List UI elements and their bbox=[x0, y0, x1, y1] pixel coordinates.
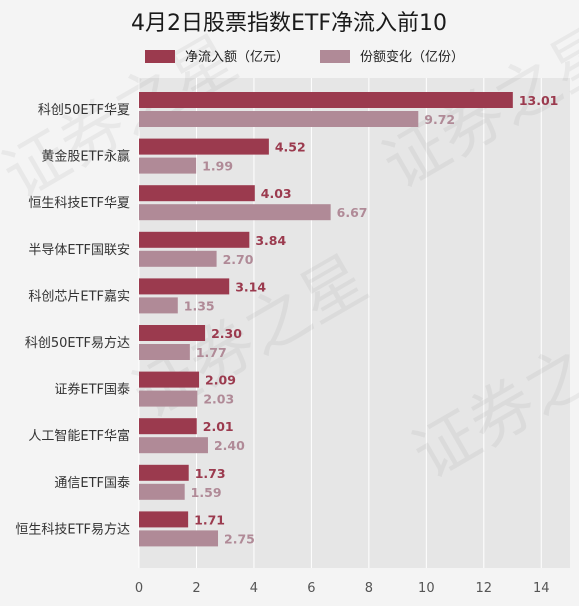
bar-net-inflow bbox=[139, 185, 255, 202]
bar-share-change bbox=[139, 157, 197, 174]
value-label-share-change: 1.59 bbox=[191, 485, 222, 500]
bar-net-inflow bbox=[139, 511, 189, 528]
value-label-net-inflow: 4.52 bbox=[275, 140, 306, 155]
bar-share-change bbox=[139, 530, 219, 547]
bar-share-change bbox=[139, 297, 178, 314]
value-label-net-inflow: 1.73 bbox=[195, 466, 226, 481]
category-label: 科创50ETF华夏 bbox=[38, 103, 130, 118]
legend-label-net-inflow: 净流入额（亿元） bbox=[185, 50, 289, 65]
value-label-share-change: 9.72 bbox=[424, 112, 455, 127]
bar-net-inflow bbox=[139, 325, 206, 341]
bar-net-inflow bbox=[139, 92, 513, 108]
value-label-share-change: 1.99 bbox=[202, 159, 233, 174]
value-label-share-change: 1.35 bbox=[184, 298, 215, 313]
bar-share-change bbox=[139, 390, 198, 407]
value-label-net-inflow: 3.84 bbox=[255, 233, 286, 248]
category-label: 恒生科技ETF易方达 bbox=[15, 521, 130, 537]
value-label-share-change: 2.75 bbox=[224, 531, 255, 546]
legend-swatch-net-inflow bbox=[145, 50, 175, 63]
value-label-share-change: 6.67 bbox=[337, 205, 368, 220]
x-tick-label: 12 bbox=[476, 581, 493, 596]
x-tick-label: 4 bbox=[250, 581, 258, 596]
category-label: 证券ETF国泰 bbox=[54, 382, 130, 398]
x-tick-label: 0 bbox=[135, 581, 143, 596]
bar-share-change bbox=[139, 344, 190, 360]
bar-net-inflow bbox=[139, 278, 230, 295]
value-label-net-inflow: 3.14 bbox=[235, 279, 266, 294]
legend: 净流入额（亿元） 份额变化（亿份） bbox=[145, 49, 464, 65]
bar-net-inflow bbox=[139, 464, 189, 481]
x-tick-label: 14 bbox=[533, 581, 550, 596]
x-tick-label: 8 bbox=[365, 581, 373, 596]
bar-share-change bbox=[139, 250, 217, 267]
x-axis-ticks: 0 2 4 6 8 10 12 14 bbox=[135, 581, 550, 596]
category-label: 通信ETF国泰 bbox=[54, 476, 130, 491]
value-label-net-inflow: 2.09 bbox=[205, 373, 236, 388]
category-label: 人工智能ETF华富 bbox=[28, 428, 130, 444]
value-label-net-inflow: 1.71 bbox=[194, 512, 225, 527]
x-tick-label: 10 bbox=[418, 581, 435, 596]
value-labels: 13.01 9.72 4.52 1.99 4.03 6.67 3.842.70 3.14 1.3… bbox=[184, 93, 559, 546]
bars bbox=[139, 92, 513, 547]
value-label-net-inflow: 4.03 bbox=[261, 186, 292, 201]
value-label-share-change: 2.70 bbox=[223, 252, 254, 267]
value-label-share-change: 2.03 bbox=[203, 392, 234, 407]
category-label: 科创50ETF易方达 bbox=[25, 335, 130, 351]
value-label-share-change: 1.77 bbox=[196, 345, 227, 360]
plot-area bbox=[139, 78, 570, 568]
category-labels: 科创50ETF华夏黄金股ETF永赢恒生科技ETF华夏半导体ETF国联安科创芯片E… bbox=[15, 103, 130, 537]
value-label-share-change: 2.40 bbox=[214, 438, 245, 453]
category-label: 半导体ETF国联安 bbox=[28, 243, 130, 258]
value-label-net-inflow: 13.01 bbox=[519, 93, 559, 108]
legend-label-share-change: 份额变化（亿份） bbox=[360, 49, 464, 65]
bar-share-change bbox=[139, 483, 185, 500]
x-tick-label: 2 bbox=[192, 581, 200, 596]
category-label: 黄金股ETF永赢 bbox=[41, 149, 130, 165]
bar-net-inflow bbox=[139, 418, 197, 435]
bar-net-inflow bbox=[139, 138, 269, 155]
x-tick-label: 6 bbox=[307, 581, 315, 596]
value-label-net-inflow: 2.30 bbox=[211, 326, 242, 341]
bar-net-inflow bbox=[139, 231, 250, 248]
bar-net-inflow bbox=[139, 371, 200, 388]
bar-share-change bbox=[139, 111, 419, 127]
bar-share-change bbox=[139, 437, 208, 454]
bar-share-change bbox=[139, 204, 331, 221]
category-label: 恒生科技ETF华夏 bbox=[28, 196, 130, 211]
chart-title: 4月2日股票指数ETF净流入前10 bbox=[131, 11, 447, 36]
value-label-net-inflow: 2.01 bbox=[203, 419, 234, 434]
legend-swatch-share-change bbox=[320, 50, 350, 63]
category-label: 科创芯片ETF嘉实 bbox=[28, 289, 130, 304]
